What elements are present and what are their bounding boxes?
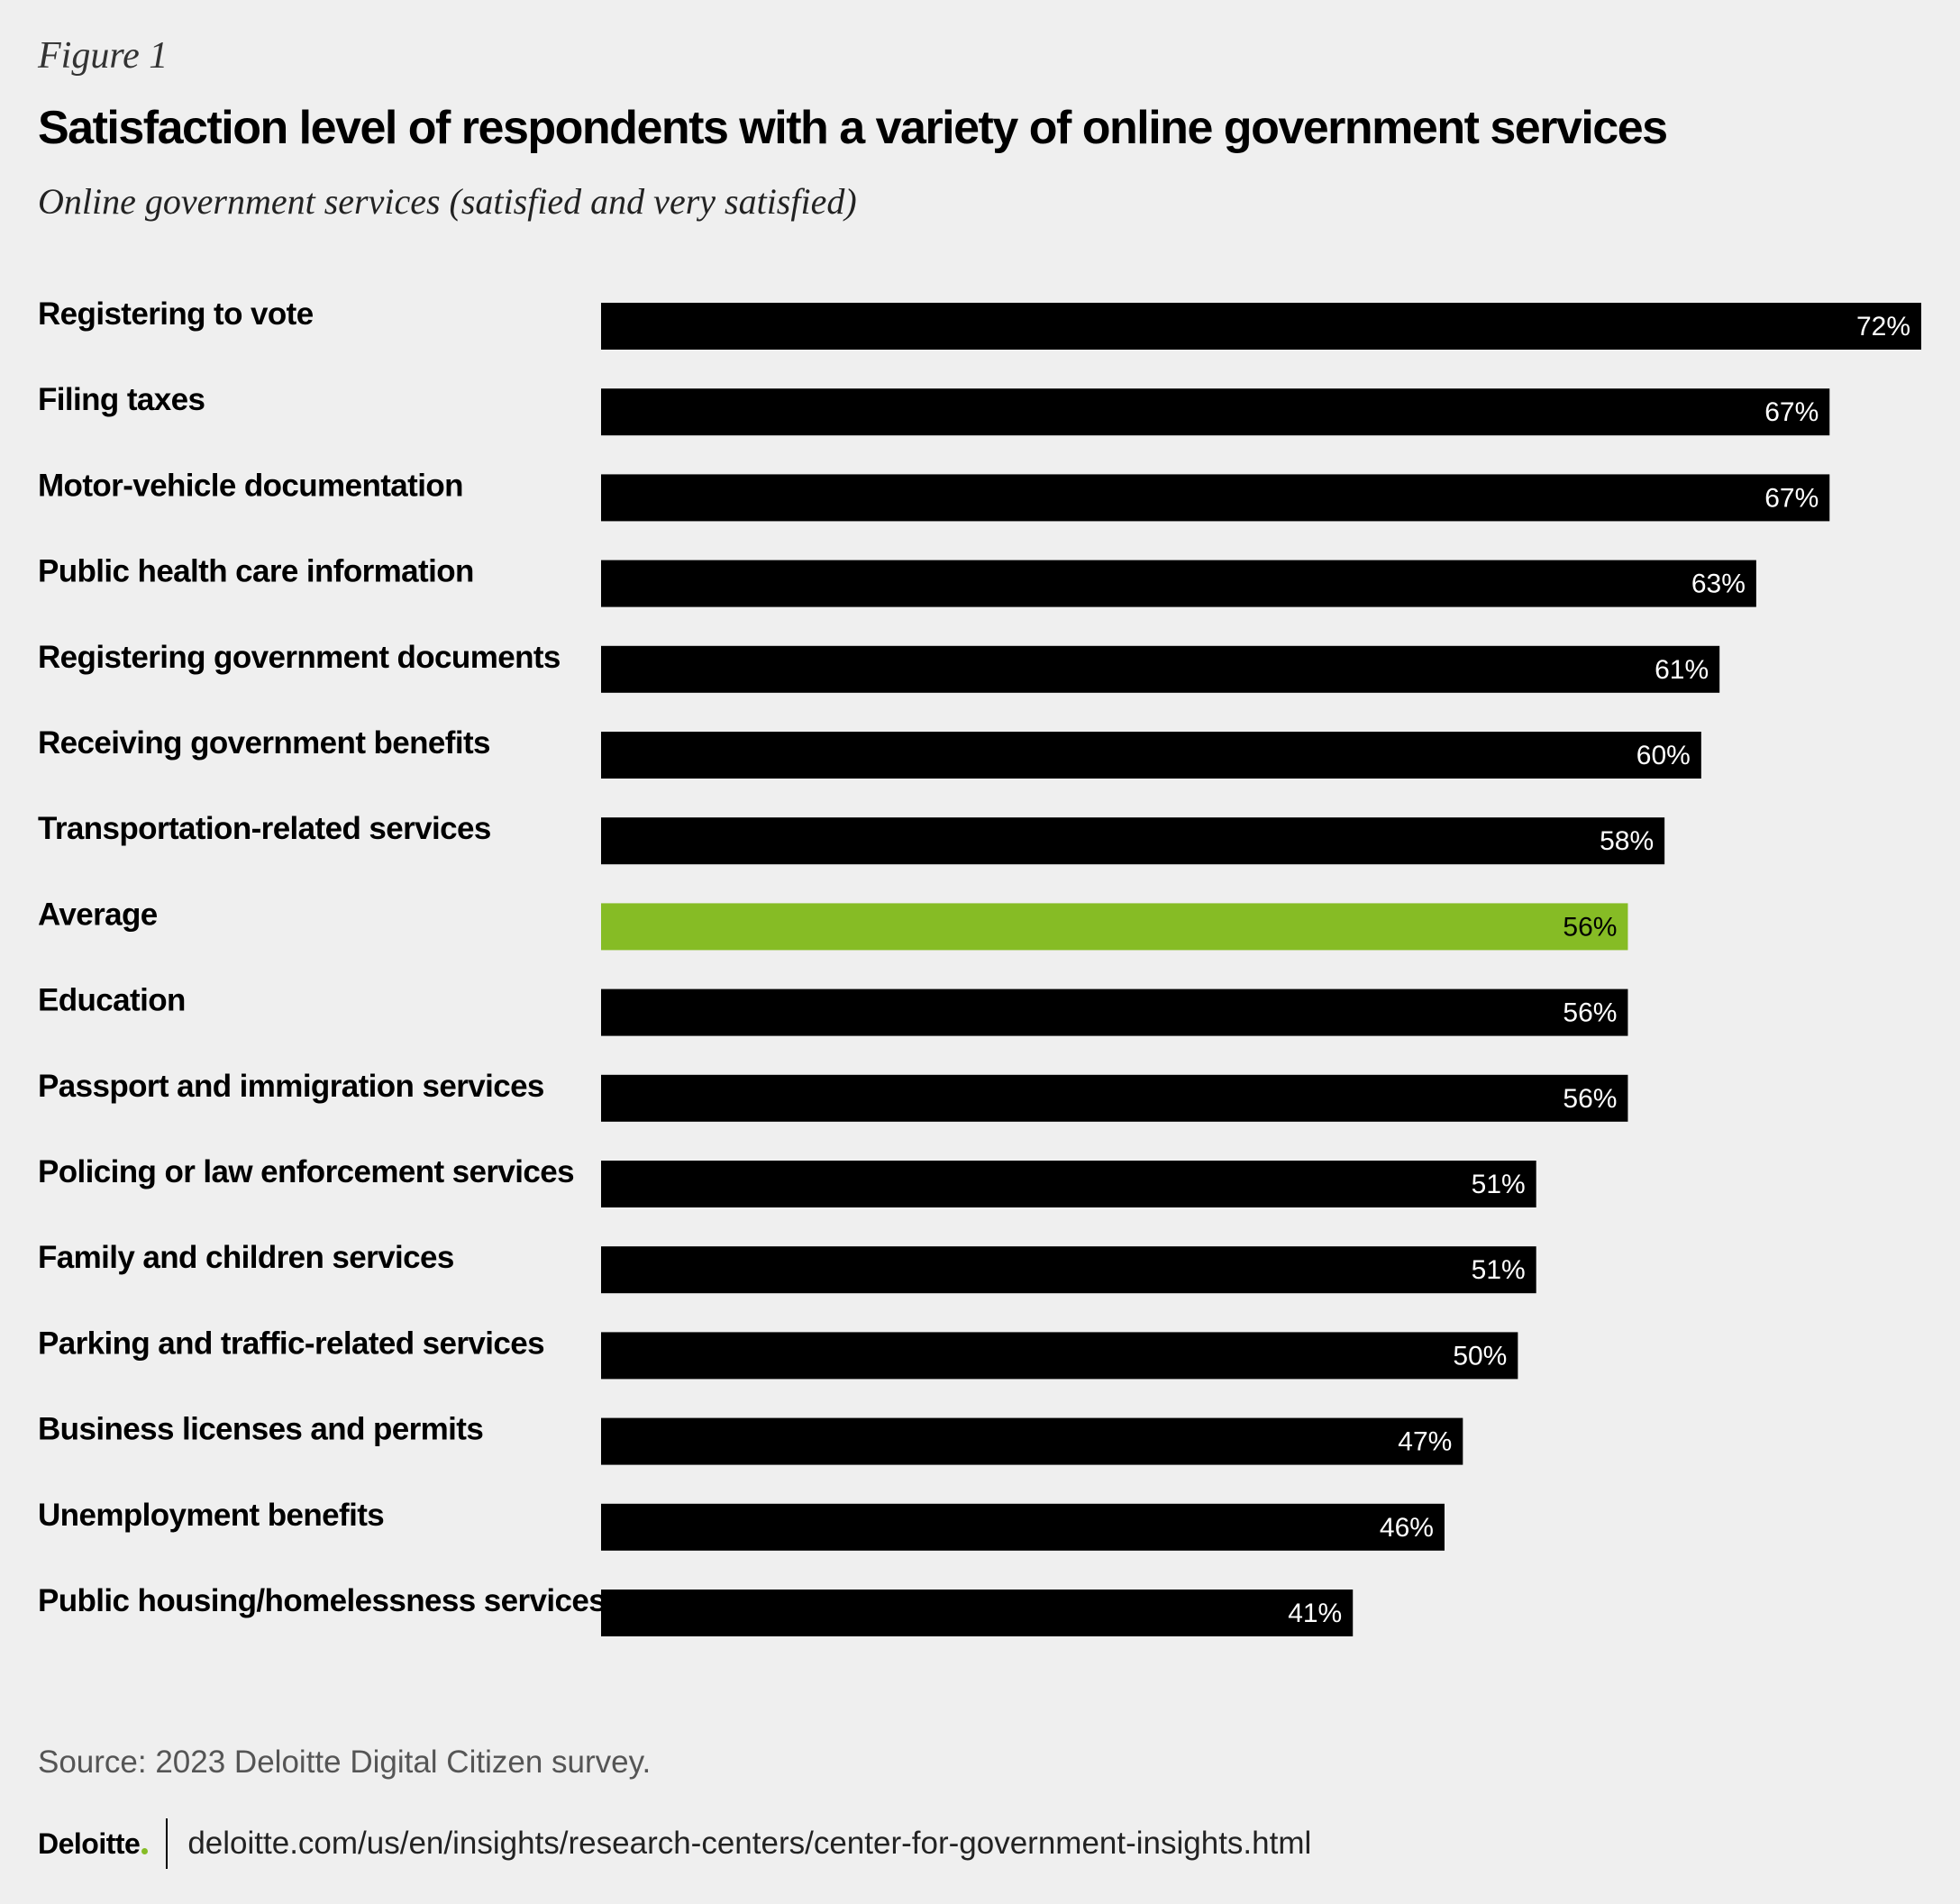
figure-label: Figure 1 xyxy=(38,35,169,77)
bar xyxy=(601,988,1628,1036)
source-note: Source: 2023 Deloitte Digital Citizen su… xyxy=(38,1745,652,1780)
value-label: 58% xyxy=(1600,826,1654,856)
value-label: 50% xyxy=(1453,1341,1507,1371)
bar xyxy=(601,817,1665,865)
value-label: 61% xyxy=(1655,655,1709,685)
value-label: 47% xyxy=(1398,1427,1452,1457)
category-label: Business licenses and permits xyxy=(38,1412,483,1447)
bar xyxy=(601,1246,1536,1294)
value-label: 67% xyxy=(1764,397,1819,427)
category-label: Education xyxy=(38,983,186,1018)
value-label: 56% xyxy=(1563,912,1617,942)
value-label: 51% xyxy=(1472,1255,1526,1285)
category-label: Average xyxy=(38,897,158,932)
bar xyxy=(601,1590,1354,1636)
value-label: 63% xyxy=(1691,569,1746,599)
value-label: 56% xyxy=(1563,1084,1617,1114)
category-label: Family and children services xyxy=(38,1240,454,1275)
value-label: 67% xyxy=(1764,483,1819,513)
footer-divider xyxy=(166,1818,169,1869)
category-label: Receiving government benefits xyxy=(38,725,490,761)
brand-logo: Deloitte xyxy=(38,1827,141,1860)
bar xyxy=(601,474,1830,522)
brand-dot-icon xyxy=(141,1847,149,1854)
category-label: Policing or law enforcement services xyxy=(38,1154,574,1189)
bar-average xyxy=(601,903,1628,951)
bar xyxy=(601,1074,1628,1122)
value-label: 51% xyxy=(1472,1170,1526,1199)
value-label: 56% xyxy=(1563,998,1617,1028)
value-label: 60% xyxy=(1636,741,1691,770)
chart-title: Satisfaction level of respondents with a… xyxy=(38,102,1668,154)
category-label: Transportation-related services xyxy=(38,811,491,846)
bar-chart: Registering to vote 72% Filing taxes 67% Mot… xyxy=(38,296,1921,1636)
bar xyxy=(601,1161,1536,1207)
value-label: 72% xyxy=(1856,312,1910,342)
category-label: Registering government documents xyxy=(38,640,561,675)
value-label: 46% xyxy=(1380,1513,1434,1543)
bar xyxy=(601,303,1921,350)
bar xyxy=(601,1417,1463,1465)
value-label: 41% xyxy=(1288,1599,1342,1628)
category-label: Filing taxes xyxy=(38,382,205,417)
category-label: Registering to vote xyxy=(38,296,314,332)
bar xyxy=(601,645,1720,693)
category-label: Parking and traffic-related services xyxy=(38,1326,544,1361)
bar xyxy=(601,560,1756,607)
category-label: Unemployment benefits xyxy=(38,1498,384,1533)
bar xyxy=(601,388,1830,436)
category-label: Public housing/homelessness services xyxy=(38,1583,606,1618)
footer-url-link[interactable]: deloitte.com/us/en/insights/research-cen… xyxy=(187,1826,1312,1861)
category-label: Passport and immigration services xyxy=(38,1069,544,1104)
bar xyxy=(601,732,1701,779)
footer: Deloitte deloitte.com/us/en/insights/res… xyxy=(38,1817,1311,1871)
chart-subtitle: Online government services (satisfied an… xyxy=(38,181,857,222)
bar xyxy=(601,1503,1445,1551)
category-label: Motor-vehicle documentation xyxy=(38,468,463,503)
category-label: Public health care information xyxy=(38,554,474,589)
bar xyxy=(601,1332,1518,1380)
